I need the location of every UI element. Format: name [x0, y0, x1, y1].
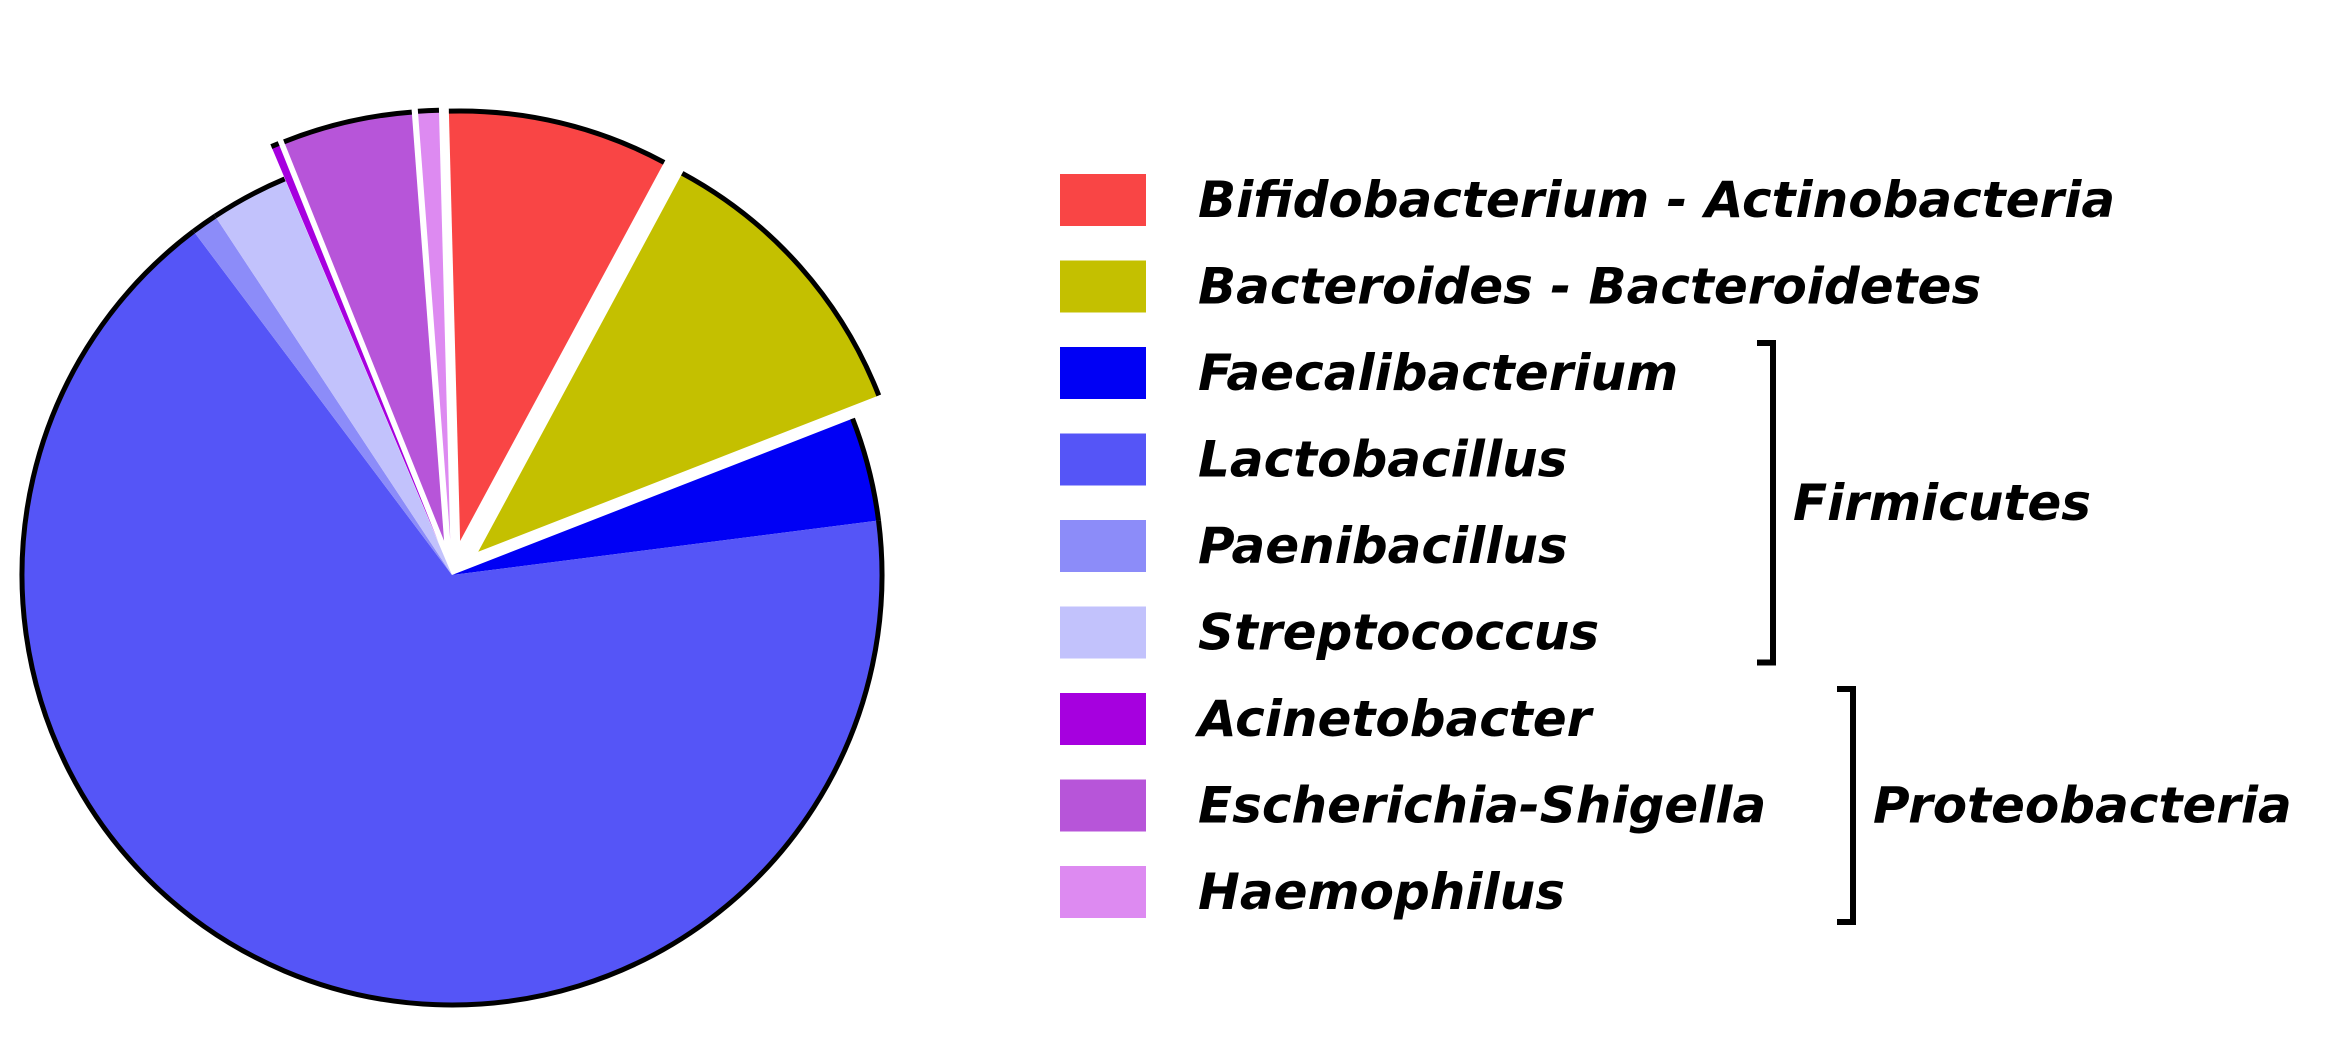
legend-label: Faecalibacterium: [1198, 344, 1678, 402]
legend-item-bifidobacterium-actinobacteria: Bifidobacterium - Actinobacteria: [1060, 171, 2115, 229]
legend-item-escherichia-shigella: Escherichia-Shigella: [1060, 777, 1766, 835]
pie-slice-faecalibacterium: [452, 418, 879, 575]
legend-swatch: [1060, 606, 1146, 659]
pie-slice-streptococcus: [215, 178, 452, 576]
pie-slice-bifidobacterium-actinobacteria: [448, 110, 665, 541]
legend-item-faecalibacterium: Faecalibacterium: [1060, 344, 1678, 402]
legend-label: Escherichia-Shigella: [1198, 777, 1766, 835]
pie-slice-outline-escherichia-shigella: [283, 109, 412, 145]
pie-slices: [19, 107, 885, 1008]
legend-item-haemophilus: Haemophilus: [1060, 863, 1565, 921]
legend-item-acinetobacter: Acinetobacter: [1060, 690, 1595, 748]
legend-label: Bacteroides - Bacteroidetes: [1198, 258, 1981, 316]
legend-swatch: [1060, 866, 1146, 918]
group-bracket: [1837, 686, 1856, 925]
legend-label: Paenibacillus: [1198, 517, 1568, 575]
pie-slice-outline-bifidobacterium-actinobacteria: [448, 108, 666, 165]
legend-label: Streptococcus: [1198, 604, 1599, 662]
legend-group-firmicutes: Firmicutes: [1757, 340, 2091, 666]
pie-slice-outline-acinetobacter: [270, 141, 280, 149]
pie-slice-acinetobacter: [271, 143, 439, 543]
pie-slice-escherichia-shigella: [284, 112, 445, 541]
pie-slice-haemophilus: [417, 110, 451, 541]
legend-swatch: [1060, 347, 1146, 399]
legend-item-bacteroides-bacteroidetes: Bacteroides - Bacteroidetes: [1060, 258, 1981, 316]
legend-label: Haemophilus: [1198, 863, 1565, 921]
legend-swatch: [1060, 433, 1146, 486]
legend: Bifidobacterium - Actinobacteria Bacteroi…: [1060, 171, 2115, 921]
group-label: Proteobacteria: [1873, 777, 2292, 835]
legend-swatch: [1060, 174, 1146, 226]
pie-slice-lactobacillus: [22, 231, 883, 1006]
pie-slice-outline-streptococcus: [213, 176, 286, 219]
legend-group-proteobacteria: Proteobacteria: [1837, 686, 2292, 925]
legend-label: Bifidobacterium - Actinobacteria: [1198, 171, 2115, 229]
legend-item-paenibacillus: Paenibacillus: [1060, 517, 1568, 575]
legend-label: Lactobacillus: [1198, 431, 1567, 489]
pie-slice-outline-faecalibacterium: [850, 417, 882, 521]
pie-slice-paenibacillus: [193, 216, 453, 576]
legend-swatch: [1060, 260, 1146, 313]
legend-item-streptococcus: Streptococcus: [1060, 604, 1599, 662]
pie-slice-outline-lactobacillus: [19, 229, 885, 1008]
legend-groups: Firmicutes Proteobacteria: [1757, 340, 2292, 925]
legend-item-lactobacillus: Lactobacillus: [1060, 431, 1567, 489]
pie-slice-outline-paenibacillus: [192, 214, 217, 234]
legend-swatch: [1060, 693, 1146, 745]
pie-slice-outline-haemophilus: [417, 107, 440, 114]
legend-swatch: [1060, 779, 1146, 832]
pie-slice-bacteroides-bacteroidetes: [478, 173, 879, 552]
legend-swatch: [1060, 520, 1146, 572]
pie-slice-outline-bacteroides-bacteroidetes: [681, 171, 882, 397]
group-label: Firmicutes: [1793, 474, 2091, 532]
group-bracket: [1757, 340, 1776, 666]
legend-label: Acinetobacter: [1194, 690, 1595, 748]
